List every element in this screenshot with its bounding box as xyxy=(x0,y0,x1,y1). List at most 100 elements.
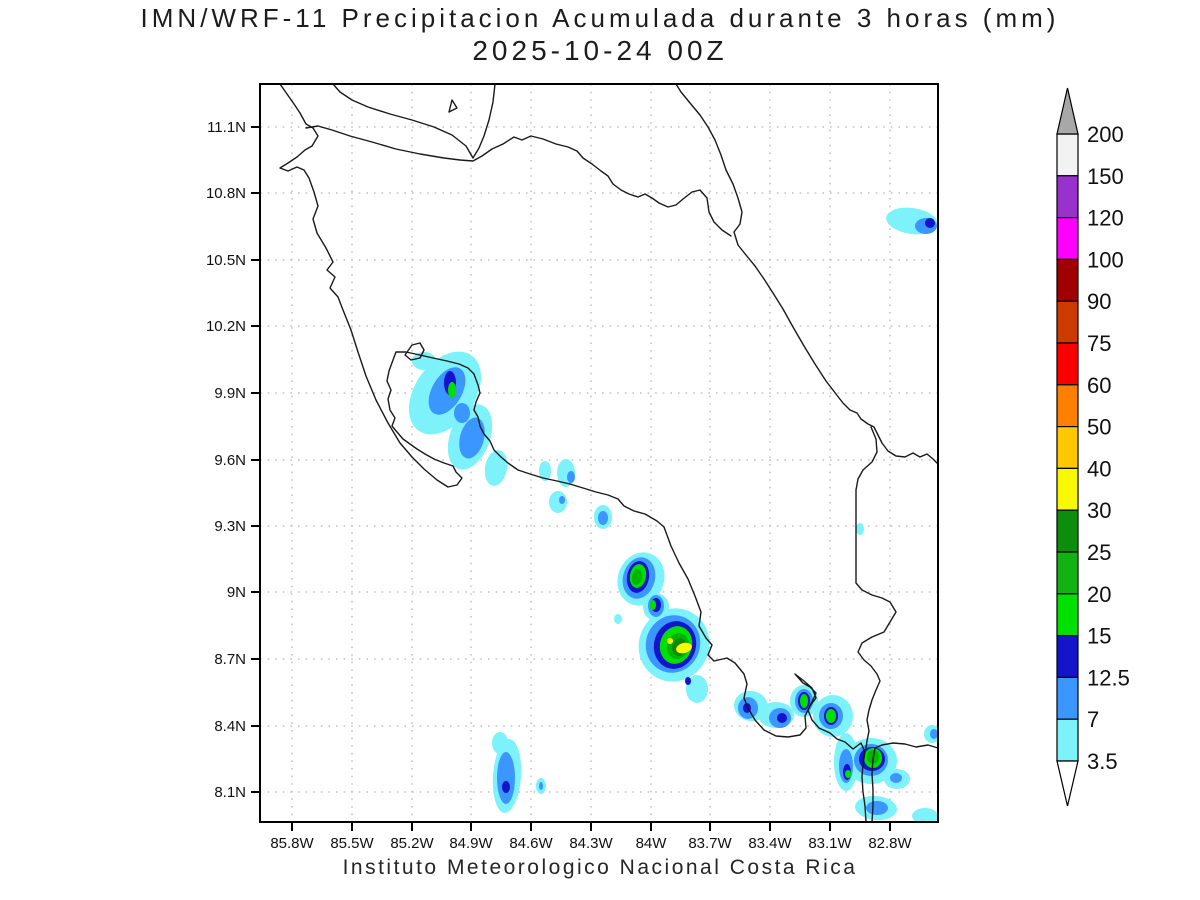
colorbar-label: 25 xyxy=(1087,540,1111,565)
precip-blob-g1 xyxy=(448,382,456,398)
lon-tick-label: 85.5W xyxy=(330,835,374,852)
precip-blob-c xyxy=(492,732,508,754)
plot-title-line1: IMN/WRF-11 Precipitacion Acumulada duran… xyxy=(140,3,1060,33)
colorbar-label: 40 xyxy=(1087,456,1111,481)
precip-blob-b xyxy=(930,729,938,739)
lon-tick-label: 84.9W xyxy=(449,835,493,852)
lat-tick-label: 9N xyxy=(227,584,246,601)
lon-tick-label: 83.1W xyxy=(808,835,852,852)
precip-blob-c xyxy=(412,352,436,370)
lon-tick-label: 82.8W xyxy=(868,835,912,852)
footer-credit: Instituto Meteorologico Nacional Costa R… xyxy=(342,856,858,879)
precip-blob-b xyxy=(539,782,543,790)
caribbean-coast xyxy=(675,83,939,465)
lon-tick-label: 84.6W xyxy=(509,835,553,852)
precip-blob-c xyxy=(484,450,508,486)
nicaragua-border xyxy=(305,125,732,237)
plot-title-datetime: 2025-10-24 00Z xyxy=(472,35,728,66)
lat-tick-label: 9.3N xyxy=(214,518,246,535)
colorbar-segment xyxy=(1056,426,1079,470)
lon-tick-label: 84.3W xyxy=(569,835,613,852)
lat-tick-label: 8.1N xyxy=(214,784,246,801)
colorbar-label: 150 xyxy=(1087,164,1124,189)
colorbar-segment xyxy=(1056,593,1079,637)
lon-tick-label: 85.8W xyxy=(270,835,314,852)
lake-island xyxy=(448,99,458,113)
colorbar-segment xyxy=(1056,384,1079,428)
precip-blob-b xyxy=(497,752,515,804)
coastlines-and-borders xyxy=(279,83,939,823)
precip-blob-g1 xyxy=(845,770,851,778)
colorbar: 200 150 120 100 90 75 60 50 40 30 25 20 15 12.5 7 3.5 xyxy=(1056,87,1130,807)
lon-tick-label: 83.7W xyxy=(688,835,732,852)
colorbar-segment xyxy=(1056,342,1079,386)
lon-tick-label: 83.4W xyxy=(748,835,792,852)
map-frame xyxy=(259,83,939,823)
x-axis: 85.8W 85.5W 85.2W 84.9W 84.6W 84.3W 84W 83.7W 83… xyxy=(270,822,913,852)
lake-nicaragua-shore xyxy=(332,83,496,159)
y-axis: 11.1N 10.8N 10.5N 10.2N 9.9N 9.6N 9.3N 9N 8.7N 8.… xyxy=(206,119,260,801)
lat-tick-label: 11.1N xyxy=(207,119,246,136)
colorbar-segment xyxy=(1056,718,1079,762)
colorbar-label: 50 xyxy=(1087,415,1111,440)
colorbar-label: 75 xyxy=(1087,331,1111,356)
colorbar-bottom-arrow xyxy=(1056,760,1079,807)
precip-blob-g1 xyxy=(800,694,808,708)
lat-tick-label: 8.4N xyxy=(214,718,246,735)
colorbar-segment xyxy=(1056,467,1079,511)
colorbar-label: 3.5 xyxy=(1087,749,1118,774)
colorbar-segment xyxy=(1056,551,1079,595)
lat-tick-label: 8.7N xyxy=(214,651,246,668)
precip-blob-c xyxy=(912,808,938,822)
precip-blob-db xyxy=(925,218,935,228)
colorbar-top-arrow xyxy=(1056,87,1079,135)
lon-tick-label: 84W xyxy=(636,835,668,852)
lat-tick-label: 9.6N xyxy=(214,452,246,469)
precip-blob-b xyxy=(567,471,575,483)
precip-blob-c xyxy=(614,614,622,624)
colorbar-segment xyxy=(1056,509,1079,553)
plot-title: IMN/WRF-11 Precipitacion Acumulada duran… xyxy=(0,3,1200,67)
precip-blob-db xyxy=(777,713,787,723)
precip-blob-g2 xyxy=(631,569,643,585)
precip-blob-b xyxy=(598,511,608,525)
colorbar-segment xyxy=(1056,258,1079,302)
lat-tick-label: 9.9N xyxy=(214,385,246,402)
colorbar-segment xyxy=(1056,300,1079,344)
colorbar-label: 90 xyxy=(1087,289,1111,314)
pacific-coast xyxy=(279,83,867,823)
panama-border xyxy=(855,426,897,749)
precip-blob-b xyxy=(866,801,888,815)
isla-chira xyxy=(404,342,425,361)
colorbar-label: 30 xyxy=(1087,498,1111,523)
colorbar-segment xyxy=(1056,634,1079,678)
precip-blob-g1 xyxy=(826,709,836,723)
colorbar-label: 60 xyxy=(1087,373,1111,398)
colorbar-label: 200 xyxy=(1087,122,1124,147)
colorbar-label: 100 xyxy=(1087,247,1124,272)
lat-tick-label: 10.8N xyxy=(206,185,246,202)
precip-blob-c xyxy=(686,675,708,703)
lat-tick-label: 10.5N xyxy=(206,252,246,269)
colorbar-label: 7 xyxy=(1087,707,1099,732)
precip-blob-b xyxy=(890,773,902,783)
precip-blob-g1 xyxy=(650,600,656,610)
grid-lines xyxy=(260,84,938,822)
colorbar-label: 20 xyxy=(1087,582,1111,607)
colorbar-label: 12.5 xyxy=(1087,665,1130,690)
precip-blob-db xyxy=(685,677,691,685)
precip-blob-b xyxy=(459,417,485,459)
precip-blob-db xyxy=(502,781,510,793)
colorbar-segment xyxy=(1056,175,1079,219)
precip-blob-b xyxy=(454,403,470,423)
precip-blob-y xyxy=(676,642,692,654)
precip-blob-b xyxy=(559,496,565,504)
lat-tick-label: 10.2N xyxy=(206,318,246,335)
colorbar-segment xyxy=(1056,217,1079,261)
precipitation-shading xyxy=(408,207,938,822)
burica-panama-coast xyxy=(871,742,939,823)
precip-blob-c xyxy=(539,461,551,481)
colorbar-segment xyxy=(1056,676,1079,720)
lon-tick-label: 85.2W xyxy=(390,835,434,852)
